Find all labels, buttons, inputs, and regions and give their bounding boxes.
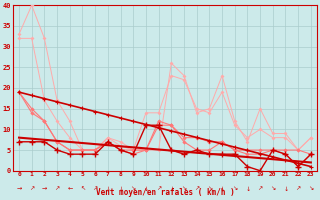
Text: $\downarrow$: $\downarrow$ (219, 185, 226, 193)
Text: $\searrow$: $\searrow$ (180, 185, 188, 192)
Text: $\nearrow$: $\nearrow$ (91, 185, 99, 192)
Text: $\nearrow$: $\nearrow$ (155, 185, 163, 192)
Text: $\downarrow$: $\downarrow$ (142, 185, 149, 193)
X-axis label: Vent moyen/en rafales ( km/h ): Vent moyen/en rafales ( km/h ) (96, 188, 234, 197)
Text: $\nearrow$: $\nearrow$ (53, 185, 61, 192)
Text: $\downarrow$: $\downarrow$ (282, 185, 289, 193)
Text: $\nearrow$: $\nearrow$ (193, 185, 200, 192)
Text: $\searrow$: $\searrow$ (269, 185, 276, 192)
Text: $\nearrow$: $\nearrow$ (294, 185, 302, 192)
Text: $\leftarrow$: $\leftarrow$ (66, 185, 74, 192)
Text: $\downarrow$: $\downarrow$ (104, 185, 111, 193)
Text: $\searrow$: $\searrow$ (307, 185, 315, 192)
Text: $\searrow$: $\searrow$ (205, 185, 213, 192)
Text: $\nearrow$: $\nearrow$ (28, 185, 36, 192)
Text: $\nearrow$: $\nearrow$ (256, 185, 264, 192)
Text: $\searrow$: $\searrow$ (129, 185, 137, 192)
Text: $\searrow$: $\searrow$ (231, 185, 238, 192)
Text: $\rightarrow$: $\rightarrow$ (40, 185, 48, 192)
Text: $\nwarrow$: $\nwarrow$ (79, 185, 86, 192)
Text: $\rightarrow$: $\rightarrow$ (15, 185, 23, 192)
Text: $\downarrow$: $\downarrow$ (244, 185, 251, 193)
Text: $\downarrow$: $\downarrow$ (168, 185, 175, 193)
Text: $\downarrow$: $\downarrow$ (117, 185, 124, 193)
